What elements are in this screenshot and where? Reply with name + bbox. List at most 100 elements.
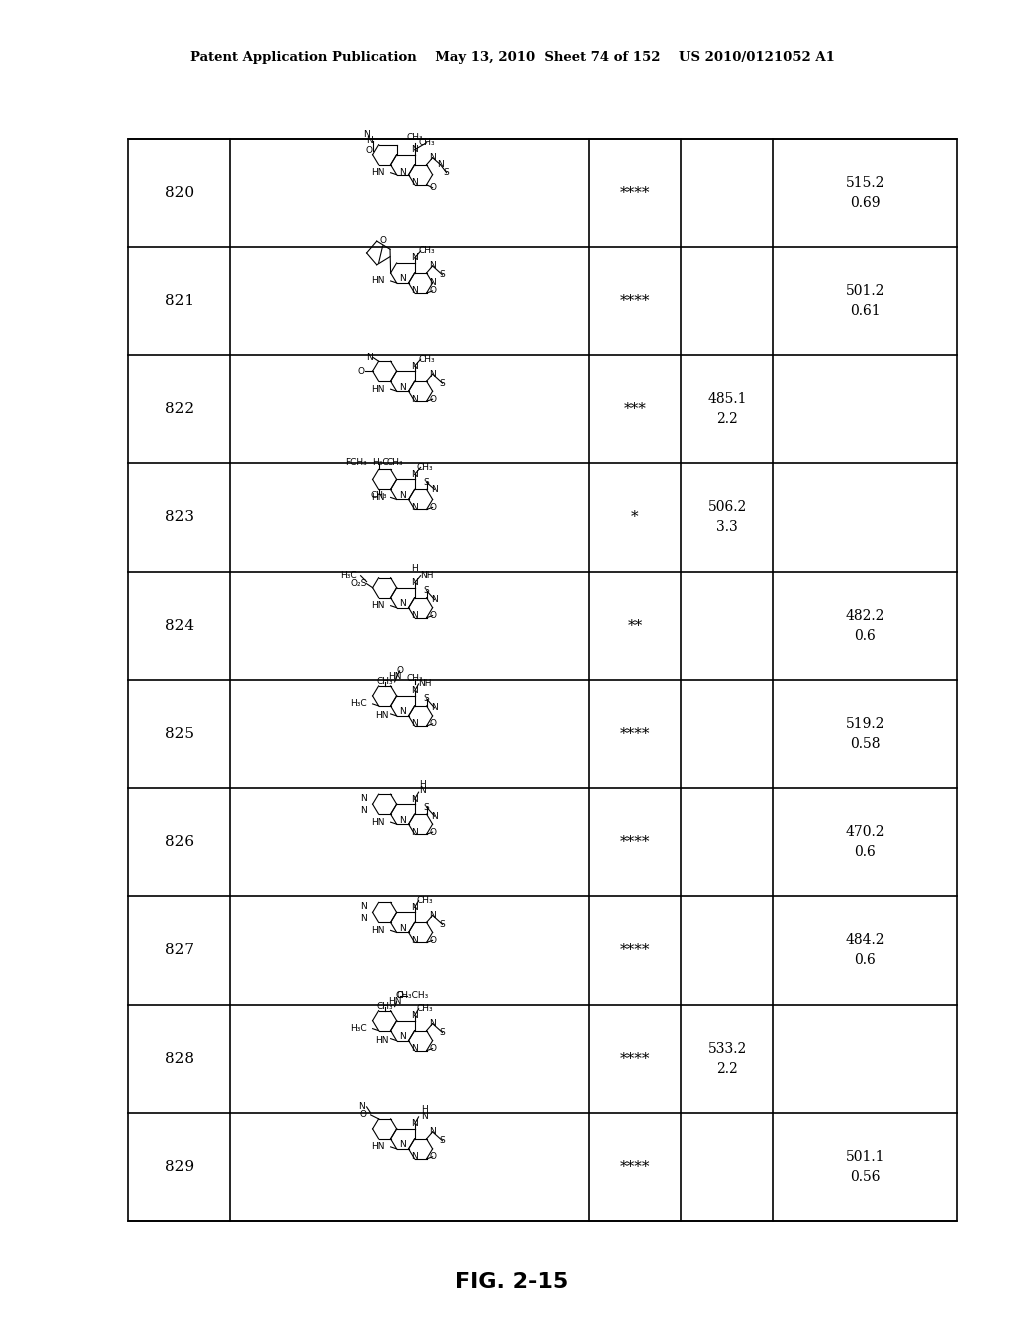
Text: HN: HN [375,1036,388,1045]
Text: *: * [631,511,639,524]
Text: N: N [429,279,436,288]
Text: N: N [431,704,438,713]
Text: O: O [396,991,403,1001]
Text: N: N [399,599,406,609]
Text: N: N [429,1127,436,1137]
Bar [128,139,957,1221]
Text: N: N [357,1102,365,1111]
Text: 501.1: 501.1 [846,1150,885,1164]
Text: N: N [419,785,426,795]
Text: N: N [399,383,406,392]
Text: N: N [421,1113,428,1122]
Text: CH₃: CH₃ [371,491,387,500]
Text: 0.56: 0.56 [850,1170,881,1184]
Text: H: H [421,1105,428,1114]
Text: CH₃: CH₃ [376,677,393,686]
Text: CH₃: CH₃ [407,133,423,143]
Text: N: N [366,136,373,145]
Text: O: O [429,611,436,620]
Text: N: N [412,1152,418,1162]
Text: O: O [429,719,436,729]
Text: N: N [412,178,418,187]
Text: HN: HN [371,492,385,502]
Text: FIG. 2-15: FIG. 2-15 [456,1272,568,1292]
Text: 2.2: 2.2 [716,1061,738,1076]
Text: N: N [412,936,418,945]
Text: CH₃: CH₃ [417,896,433,906]
Text: S: S [439,271,445,280]
Text: HN: HN [371,276,385,285]
Text: 515.2: 515.2 [846,176,885,190]
Text: O: O [366,147,373,156]
Text: N: N [359,902,367,911]
Text: S: S [424,478,429,487]
Text: N: N [399,708,406,717]
Text: **: ** [628,619,642,632]
Text: HN: HN [371,925,385,935]
Text: N: N [412,286,418,296]
Text: N: N [412,903,418,912]
Text: N: N [359,805,367,814]
Text: O: O [429,395,436,404]
Text: N: N [412,686,418,696]
Text: ****: **** [620,727,650,741]
Text: ****: **** [620,1160,650,1173]
Text: N: N [412,795,418,804]
Text: ****: **** [620,836,650,849]
Text: ****: **** [620,944,650,957]
Text: O: O [429,1152,436,1162]
Text: S: S [424,803,429,812]
Text: O: O [429,503,436,512]
Text: N: N [359,793,367,803]
Text: O: O [429,286,436,296]
Text: 820: 820 [165,186,194,199]
Text: N: N [399,491,406,500]
Text: S: S [439,1028,445,1038]
Text: N: N [429,153,436,162]
Text: 0.58: 0.58 [850,737,881,751]
Text: N: N [399,168,406,177]
Text: 506.2: 506.2 [708,500,746,515]
Text: H: H [419,780,426,788]
Text: CH₃: CH₃ [418,139,435,148]
Text: S: S [424,694,429,704]
Text: H₃C: H₃C [350,700,367,709]
Text: 824: 824 [165,619,194,632]
Text: 829: 829 [165,1160,194,1173]
Text: 0.6: 0.6 [854,628,877,643]
Text: HN: HN [388,997,401,1006]
Text: CH₃CH₃: CH₃CH₃ [396,991,429,1001]
Text: 823: 823 [165,511,194,524]
Text: S: S [439,379,445,388]
Text: N: N [431,595,438,605]
Text: N: N [429,370,436,379]
Text: HN: HN [371,817,385,826]
Text: H: H [412,564,418,573]
Text: O: O [429,1044,436,1053]
Text: 485.1: 485.1 [708,392,746,407]
Text: O: O [359,1110,367,1119]
Text: N: N [412,362,418,371]
Text: N: N [412,578,418,587]
Text: 825: 825 [165,727,194,741]
Text: 0.61: 0.61 [850,304,881,318]
Text: N: N [412,395,418,404]
Text: S: S [443,168,450,177]
Text: O: O [379,236,386,246]
Text: CH₃: CH₃ [407,675,423,684]
Text: N: N [412,470,418,479]
Text: 484.2: 484.2 [846,933,885,948]
Text: O: O [357,367,365,376]
Text: N: N [412,1044,418,1053]
Text: CH₃: CH₃ [417,1005,433,1014]
Text: 822: 822 [165,403,194,416]
Text: N: N [412,253,418,263]
Text: 519.2: 519.2 [846,717,885,731]
Text: HN: HN [375,711,388,721]
Text: 0.6: 0.6 [854,845,877,859]
Text: FCH₃: FCH₃ [345,458,367,467]
Text: N: N [412,1011,418,1020]
Text: S: S [439,1137,445,1146]
Text: HN: HN [388,672,401,681]
Text: Patent Application Publication    May 13, 2010  Sheet 74 of 152    US 2010/01210: Patent Application Publication May 13, 2… [189,51,835,65]
